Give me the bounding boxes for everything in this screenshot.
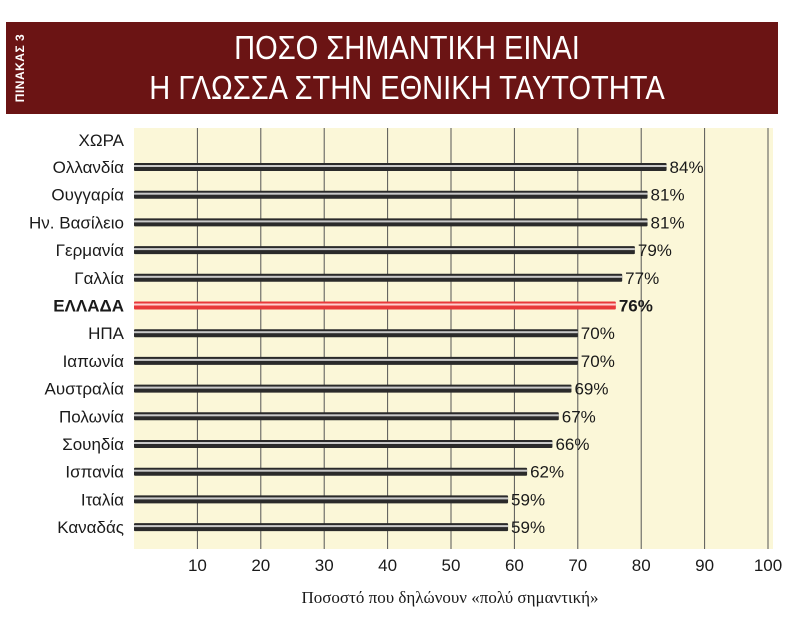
x-tick-label: 90 [695,556,714,575]
x-tick-label: 10 [188,556,207,575]
x-tick-label: 30 [315,556,334,575]
chart-title-line-2: Η ΓΛΩΣΣΑ ΣΤΗΝ ΕΘΝΙΚΗ ΤΑΥΤΟΤΗΤΑ [149,69,665,106]
category-label: Γερμανία [56,241,125,260]
x-tick-label: 70 [568,556,587,575]
category-label: Ολλανδία [53,158,125,177]
bar-highlight [134,442,553,444]
value-label: 59% [511,490,545,509]
bar-highlight [134,525,509,528]
bar-highlight [134,275,623,278]
value-label: 66% [555,435,589,454]
bar-highlight [134,469,528,472]
bar-highlight [134,192,648,195]
value-label: 76% [619,297,653,316]
category-header: ΧΩΡΑ [79,131,125,150]
category-label: Ιταλία [81,490,124,509]
value-label: 69% [574,380,608,399]
value-label: 62% [530,463,564,482]
chart-title-line-1: ΠΟΣΟ ΣΗΜΑΝΤΙΚΗ ΕΙΝΑΙ [234,29,580,66]
chart-title: ΠΟΣΟ ΣΗΜΑΝΤΙΚΗ ΕΙΝΑΙ Η ΓΛΩΣΣΑ ΣΤΗΝ ΕΘΝΙΚ… [36,22,778,114]
category-label: Ουγγαρία [51,186,124,205]
category-label: Σουηδία [62,435,124,454]
category-label: ΗΠΑ [88,324,125,343]
value-label: 84% [670,158,704,177]
x-tick-label: 80 [632,556,651,575]
bar-highlight [134,497,509,500]
x-tick-label: 60 [505,556,524,575]
value-label: 59% [511,518,545,537]
bar-highlight [134,358,578,361]
value-label: 67% [562,407,596,426]
x-tick-label: 100 [754,556,782,575]
x-tick-label: 50 [442,556,461,575]
category-label: Ιαπωνία [63,352,125,371]
category-label: Πολωνία [59,407,124,426]
bar-highlight [134,165,667,167]
value-label: 81% [651,186,685,205]
category-label: ΕΛΛΑΔΑ [53,297,124,316]
title-banner [6,22,778,114]
category-label: Ισπανία [65,463,124,482]
x-tick-label: 20 [251,556,270,575]
x-axis-label: Ποσοστό που δηλώνουν «πολύ σημαντική» [301,588,599,607]
x-tick-label: 40 [378,556,397,575]
bar-highlight [134,386,572,389]
value-label: 70% [581,324,615,343]
bar-highlight [134,414,559,417]
value-label: 77% [625,269,659,288]
value-label: 70% [581,352,615,371]
category-label: Γαλλία [74,269,124,288]
bar-highlight [134,303,616,306]
bar-highlight [134,331,578,334]
category-label: Καναδάς [57,518,124,537]
bar-highlight [134,220,648,223]
bar-highlight [134,248,635,251]
category-label: Ην. Βασίλειο [29,213,124,232]
category-label: Αυστραλία [45,380,125,399]
value-label: 81% [651,213,685,232]
value-label: 79% [638,241,672,260]
